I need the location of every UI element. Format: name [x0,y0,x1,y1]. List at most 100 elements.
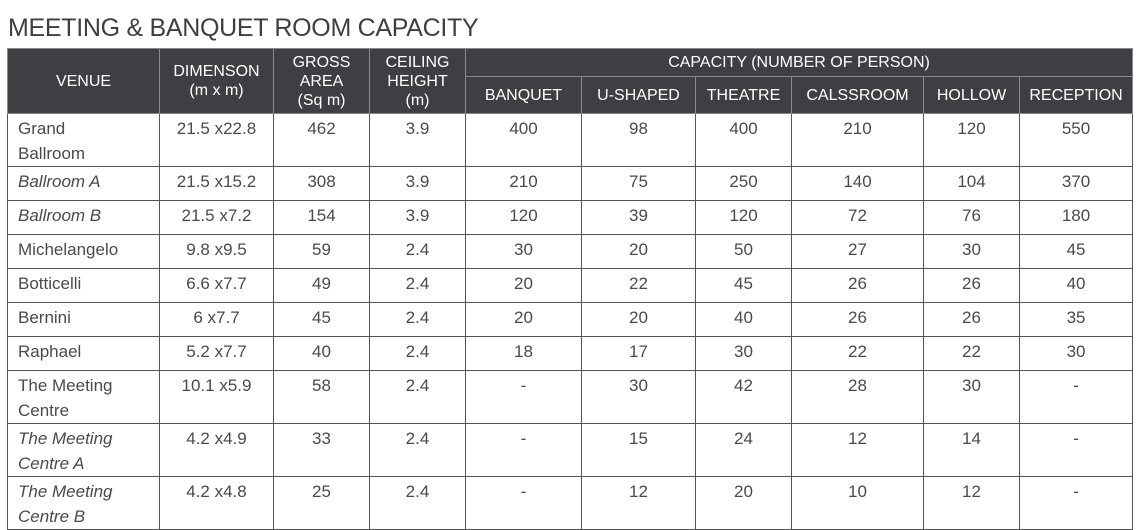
banquet-cell: 400 [465,113,582,167]
gross-area-cell: 59 [273,234,370,269]
table-row: Bernini 6 x7.7 45 2.4 20 20 40 26 26 35 [7,302,1134,337]
classroom-cell: 10 [791,476,924,530]
reception-cell: 30 [1018,336,1134,371]
hollow-cell: 12 [923,476,1020,530]
reception-cell: - [1018,423,1134,477]
gross-area-cell: 25 [273,476,370,530]
capacity-table: VENUE DIMENSON (m x m) GROSS AREA (Sq m) CE… [7,48,1134,530]
u-shaped-cell: 20 [581,302,696,337]
table-row: Raphael 5.2 x7.7 40 2.4 18 17 30 22 22 3… [7,336,1134,371]
ceiling-height-cell: 2.4 [369,302,466,337]
classroom-cell: 26 [791,268,924,303]
classroom-cell: 28 [791,370,924,424]
dimension-cell: 21.5 x22.8 [159,113,274,167]
u-shaped-cell: 30 [581,370,696,424]
header-gross-area: GROSS AREA (Sq m) [273,48,370,114]
header-u-shaped: U-SHAPED [581,76,696,114]
ceiling-height-cell: 3.9 [369,113,466,167]
page-title: MEETING & BANQUET ROOM CAPACITY [8,14,479,42]
ceiling-height-cell: 2.4 [369,336,466,371]
gross-area-cell: 40 [273,336,370,371]
dimension-cell: 4.2 x4.8 [159,476,274,530]
table-row: The Meeting Centre B 4.2 x4.8 25 2.4 - 12… [7,476,1134,530]
venue-cell: The Meeting Centre [7,370,160,424]
header-ceiling-height: CEILING HEIGHT (m) [369,48,466,114]
table-row: The Meeting Centre 10.1 x5.9 58 2.4 - 30 … [7,370,1134,424]
reception-cell: - [1018,370,1134,424]
dimension-cell: 21.5 x15.2 [159,166,274,201]
u-shaped-cell: 39 [581,200,696,235]
banquet-cell: 20 [465,302,582,337]
u-shaped-cell: 75 [581,166,696,201]
reception-cell: 40 [1018,268,1134,303]
header-classroom: CALSSROOM [791,76,924,114]
hollow-cell: 30 [923,370,1020,424]
reception-cell: 45 [1018,234,1134,269]
banquet-cell: 30 [465,234,582,269]
banquet-cell: 210 [465,166,582,201]
gross-area-cell: 462 [273,113,370,167]
ceiling-height-cell: 3.9 [369,200,466,235]
reception-cell: 370 [1018,166,1134,201]
table-row: Botticelli 6.6 x7.7 49 2.4 20 22 45 26 2… [7,268,1134,303]
u-shaped-cell: 15 [581,423,696,477]
table-row: Grand Ballroom 21.5 x22.8 462 3.9 400 98 … [7,113,1134,167]
gross-area-cell: 49 [273,268,370,303]
dimension-cell: 9.8 x9.5 [159,234,274,269]
header-dimension: DIMENSON (m x m) [159,48,274,114]
classroom-cell: 210 [791,113,924,167]
classroom-cell: 72 [791,200,924,235]
hollow-cell: 26 [923,268,1020,303]
hollow-cell: 14 [923,423,1020,477]
table-row: The Meeting Centre A 4.2 x4.9 33 2.4 - 15… [7,423,1134,477]
ceiling-height-cell: 2.4 [369,234,466,269]
venue-cell: Michelangelo [7,234,160,269]
theatre-cell: 50 [695,234,792,269]
dimension-cell: 4.2 x4.9 [159,423,274,477]
u-shaped-cell: 17 [581,336,696,371]
venue-cell: The Meeting Centre B [7,476,160,530]
classroom-cell: 12 [791,423,924,477]
theatre-cell: 42 [695,370,792,424]
gross-area-cell: 308 [273,166,370,201]
table-row: Michelangelo 9.8 x9.5 59 2.4 30 20 50 27… [7,234,1134,269]
gross-area-cell: 154 [273,200,370,235]
ceiling-height-cell: 3.9 [369,166,466,201]
dimension-cell: 6.6 x7.7 [159,268,274,303]
venue-cell: Grand Ballroom [7,113,160,167]
ceiling-height-cell: 2.4 [369,423,466,477]
theatre-cell: 30 [695,336,792,371]
dimension-cell: 6 x7.7 [159,302,274,337]
header-hollow: HOLLOW [923,76,1020,114]
banquet-cell: 18 [465,336,582,371]
venue-cell: Raphael [7,336,160,371]
header-reception: RECEPTION [1018,76,1134,114]
banquet-cell: - [465,423,582,477]
banquet-cell: 20 [465,268,582,303]
theatre-cell: 250 [695,166,792,201]
header-venue: VENUE [7,48,160,114]
header-theatre: THEATRE [695,76,792,114]
dimension-cell: 5.2 x7.7 [159,336,274,371]
theatre-cell: 400 [695,113,792,167]
gross-area-cell: 45 [273,302,370,337]
reception-cell: 180 [1018,200,1134,235]
classroom-cell: 27 [791,234,924,269]
table-row: Ballroom A 21.5 x15.2 308 3.9 210 75 250… [7,166,1134,201]
dimension-cell: 21.5 x7.2 [159,200,274,235]
banquet-cell: 120 [465,200,582,235]
ceiling-height-cell: 2.4 [369,370,466,424]
classroom-cell: 26 [791,302,924,337]
theatre-cell: 40 [695,302,792,337]
table-row: Ballroom B 21.5 x7.2 154 3.9 120 39 120 … [7,200,1134,235]
hollow-cell: 26 [923,302,1020,337]
hollow-cell: 30 [923,234,1020,269]
venue-cell: The Meeting Centre A [7,423,160,477]
reception-cell: 550 [1018,113,1134,167]
theatre-cell: 45 [695,268,792,303]
dimension-cell: 10.1 x5.9 [159,370,274,424]
hollow-cell: 120 [923,113,1020,167]
u-shaped-cell: 12 [581,476,696,530]
u-shaped-cell: 22 [581,268,696,303]
header-banquet: BANQUET [465,76,582,114]
